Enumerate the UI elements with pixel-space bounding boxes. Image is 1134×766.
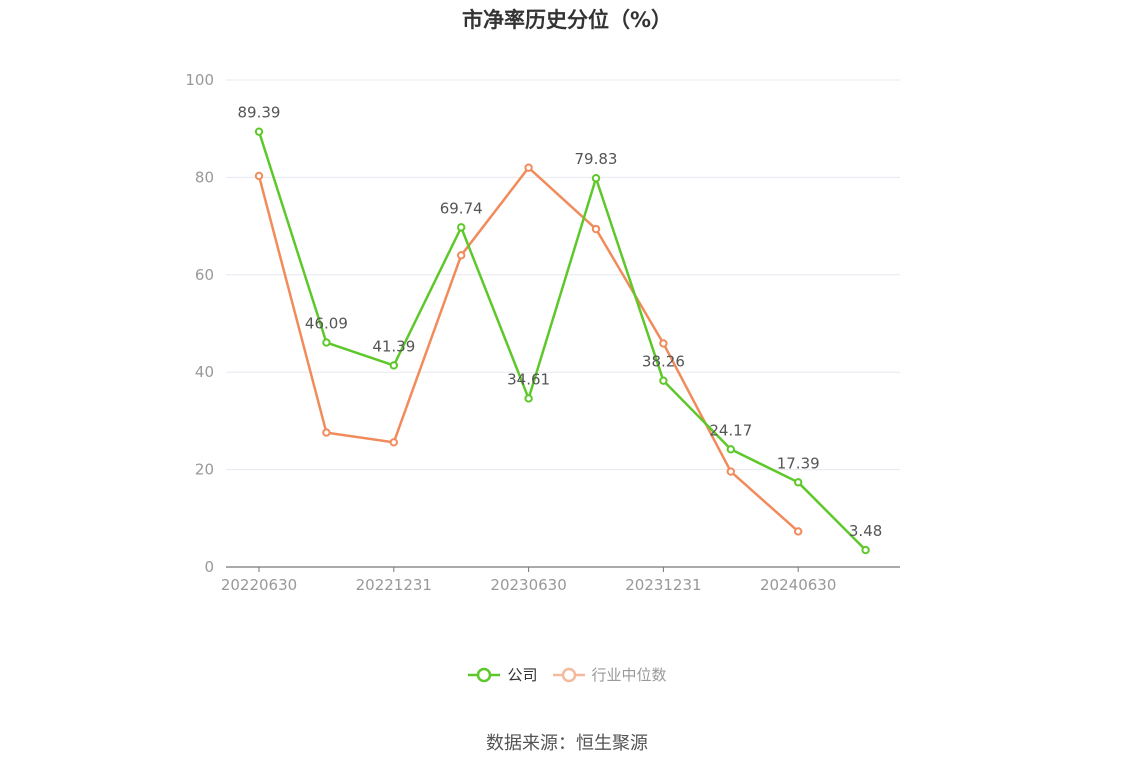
data-point: [322, 338, 331, 347]
data-label: 79.83: [575, 150, 618, 168]
legend-label: 公司: [507, 666, 538, 684]
data-label: 38.26: [642, 353, 685, 371]
series-line-0: [257, 131, 867, 551]
legend-item-1[interactable]: 行业中位数: [552, 664, 667, 685]
y-tick-label: 80: [195, 168, 214, 186]
x-tick-label: 20240630: [760, 576, 836, 594]
series-line-1: [257, 166, 800, 533]
data-label: 3.48: [849, 522, 882, 540]
data-point: [659, 376, 668, 385]
legend-label: 行业中位数: [591, 666, 667, 684]
data-label: 34.61: [507, 370, 550, 388]
x-tick-label: 20220630: [221, 576, 297, 594]
axes: 0 20 40 60 80 100 20220630 20221231 20230630 2023…: [185, 71, 900, 594]
grid-lines: [226, 79, 900, 471]
y-tick-label: 40: [195, 363, 214, 381]
data-point: [591, 174, 601, 183]
data-label: 17.39: [777, 454, 820, 472]
data-point: [457, 251, 466, 260]
data-point: [861, 545, 870, 555]
data-point: [794, 527, 803, 536]
y-tick-label: 0: [204, 558, 214, 576]
data-label: 46.09: [305, 315, 348, 333]
data-point: [254, 171, 264, 181]
x-tick-label: 20230630: [490, 576, 566, 594]
data-point: [726, 445, 735, 454]
data-point: [254, 127, 264, 136]
data-label: 89.39: [238, 104, 281, 122]
data-point: [591, 224, 601, 234]
data-point: [389, 361, 398, 370]
data-label: 41.39: [372, 337, 415, 355]
x-tick-label: 20221231: [356, 576, 432, 594]
legend-swatch: [552, 667, 585, 682]
data-point: [322, 428, 331, 437]
data-point: [794, 478, 803, 487]
chart-title: 市净率历史分位（%）: [461, 8, 673, 32]
legend-swatch: [468, 667, 501, 682]
y-tick-label: 20: [195, 461, 214, 479]
data-point: [524, 163, 533, 172]
data-point: [524, 394, 533, 403]
y-tick-label: 100: [185, 71, 214, 89]
legend-item-0[interactable]: 公司: [467, 664, 538, 685]
data-label: 24.17: [709, 421, 752, 439]
y-tick-label: 60: [195, 266, 214, 284]
data-source: 数据来源：恒生聚源: [486, 733, 648, 754]
series-lines: [254, 127, 870, 555]
data-point: [389, 438, 398, 447]
data-labels: 89.39 46.09 41.39 69.74 34.61 79.83 38.26 24.17…: [238, 104, 883, 540]
x-tick-label: 20231231: [625, 576, 701, 594]
data-label: 69.74: [440, 199, 483, 217]
data-point: [659, 339, 668, 348]
data-point: [457, 223, 466, 232]
legend: 公司 行业中位数: [0, 664, 1134, 685]
data-point: [726, 467, 735, 476]
